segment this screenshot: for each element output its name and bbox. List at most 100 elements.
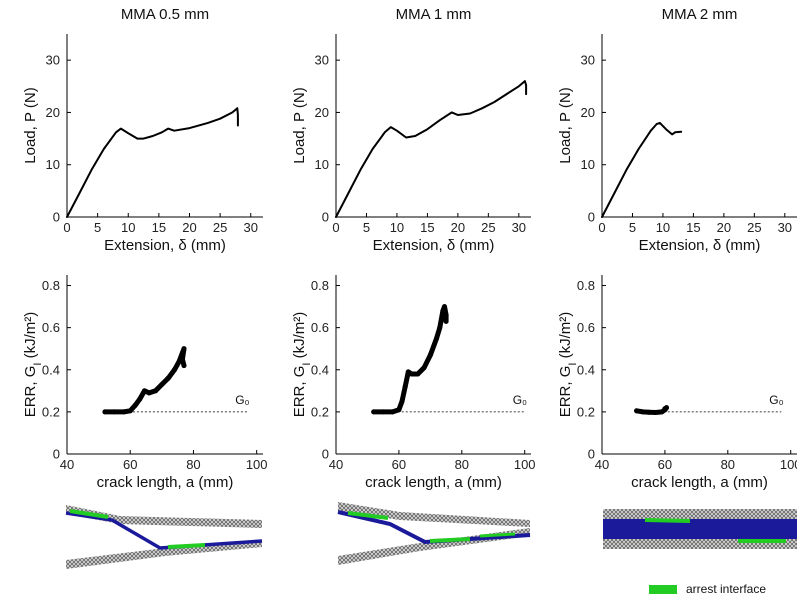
data-point [427,352,433,358]
x-tick-label: 60 [658,457,672,472]
data-point [634,408,640,414]
y-tick-label: 0 [588,210,595,225]
y-tick-label: 0.8 [577,278,595,293]
x-tick-label: 100 [780,457,797,472]
data-point [659,122,661,124]
x-tick-label: 0 [63,220,70,235]
data-point [90,169,93,171]
data-point [402,384,408,390]
x-tick-label: 30 [244,220,258,235]
y-tick-label: 10 [315,157,329,172]
x-tick-label: 25 [747,220,761,235]
data-point [437,325,443,331]
data-point [236,107,238,109]
data-point [652,410,658,416]
data-point [443,318,449,324]
x-tick-label: 5 [629,220,636,235]
data-point [219,118,221,120]
g0-label: G₀ [513,393,527,407]
data-point [237,124,239,127]
data-point [181,346,187,352]
arrest-interface-mark [644,518,691,523]
data-point [371,409,377,415]
y-tick-label: 30 [581,53,595,68]
y-axis-label: ERR, GI (kJ/m²) [557,312,579,418]
data-point [371,148,374,150]
data-point [136,137,139,140]
y-tick-label: 0.2 [311,404,329,419]
data-point [141,388,147,394]
data-point [127,408,133,414]
x-axis-label: Extension, δ (mm) [639,237,761,254]
y-tick-label: 0.2 [42,404,60,419]
x-tick-label: 60 [123,457,137,472]
y-tick-label: 20 [315,105,329,120]
data-point [396,407,402,413]
data-point [415,371,421,377]
y-axis-label: Load, P (N) [557,87,574,163]
x-axis-label: crack length, a (mm) [631,474,768,491]
chart-panel-6: 40 60 80 100 0 0.2 0.4 0.6 0.8 crack length, a (m… [557,275,797,491]
x-tick-label: 20 [182,220,196,235]
y-tick-label: 0.4 [311,362,329,377]
x-tick-label: 80 [721,457,735,472]
x-tick-label: 5 [94,220,101,235]
data-point [518,85,520,87]
chart-panel-5: 40 60 80 100 0 0.2 0.4 0.6 0.8 crack length, a (m… [291,275,536,491]
data-point [115,131,117,133]
y-tick-label: 0.4 [42,362,60,377]
data-point [121,409,127,415]
data-series-line [601,121,683,218]
chart-title: MMA 2 mm [662,6,738,23]
x-tick-label: 40 [329,457,343,472]
data-point [506,93,508,95]
y-tick-label: 0.6 [311,320,329,335]
data-point [335,216,337,218]
data-point [650,130,652,132]
data-point [451,111,453,114]
data-point [390,409,396,415]
y-tick-label: 20 [581,105,595,120]
x-tick-label: 25 [213,220,227,235]
y-tick-label: 10 [46,157,60,172]
data-point [426,128,429,130]
y-axis-label: ERR, GI (kJ/m²) [291,312,313,418]
legend: arrest interface [649,582,766,596]
x-tick-label: 100 [246,457,268,472]
x-tick-label: 80 [186,457,200,472]
x-tick-label: 30 [512,220,526,235]
data-point [434,335,440,341]
data-point [680,131,682,133]
arrest-interface-mark [167,543,206,549]
x-tick-label: 15 [420,220,434,235]
arrest-interface-mark [479,532,516,538]
data-point [179,350,185,356]
fe-model-1mm [337,502,531,565]
data-point [396,130,398,132]
data-point [137,396,143,402]
data-point [146,390,152,396]
data-point [601,216,603,218]
arrest-interface-mark [429,537,471,543]
data-point [414,135,416,137]
fe-model-2mm [603,509,797,549]
data-series-line [371,304,449,415]
data-point [165,375,171,381]
data-point [625,169,627,171]
y-tick-label: 20 [46,105,60,120]
data-series-line [102,346,187,415]
data-point [347,192,349,195]
data-point [405,136,407,139]
y-tick-label: 0.8 [42,278,60,293]
data-point [127,132,129,134]
x-tick-label: 100 [514,457,536,472]
data-point [457,114,459,116]
data-point [640,409,646,415]
data-point [188,127,191,129]
data-point [440,308,446,314]
data-point [525,84,527,86]
data-point [665,128,667,130]
data-series-line [66,107,239,218]
y-tick-label: 0 [322,210,329,225]
